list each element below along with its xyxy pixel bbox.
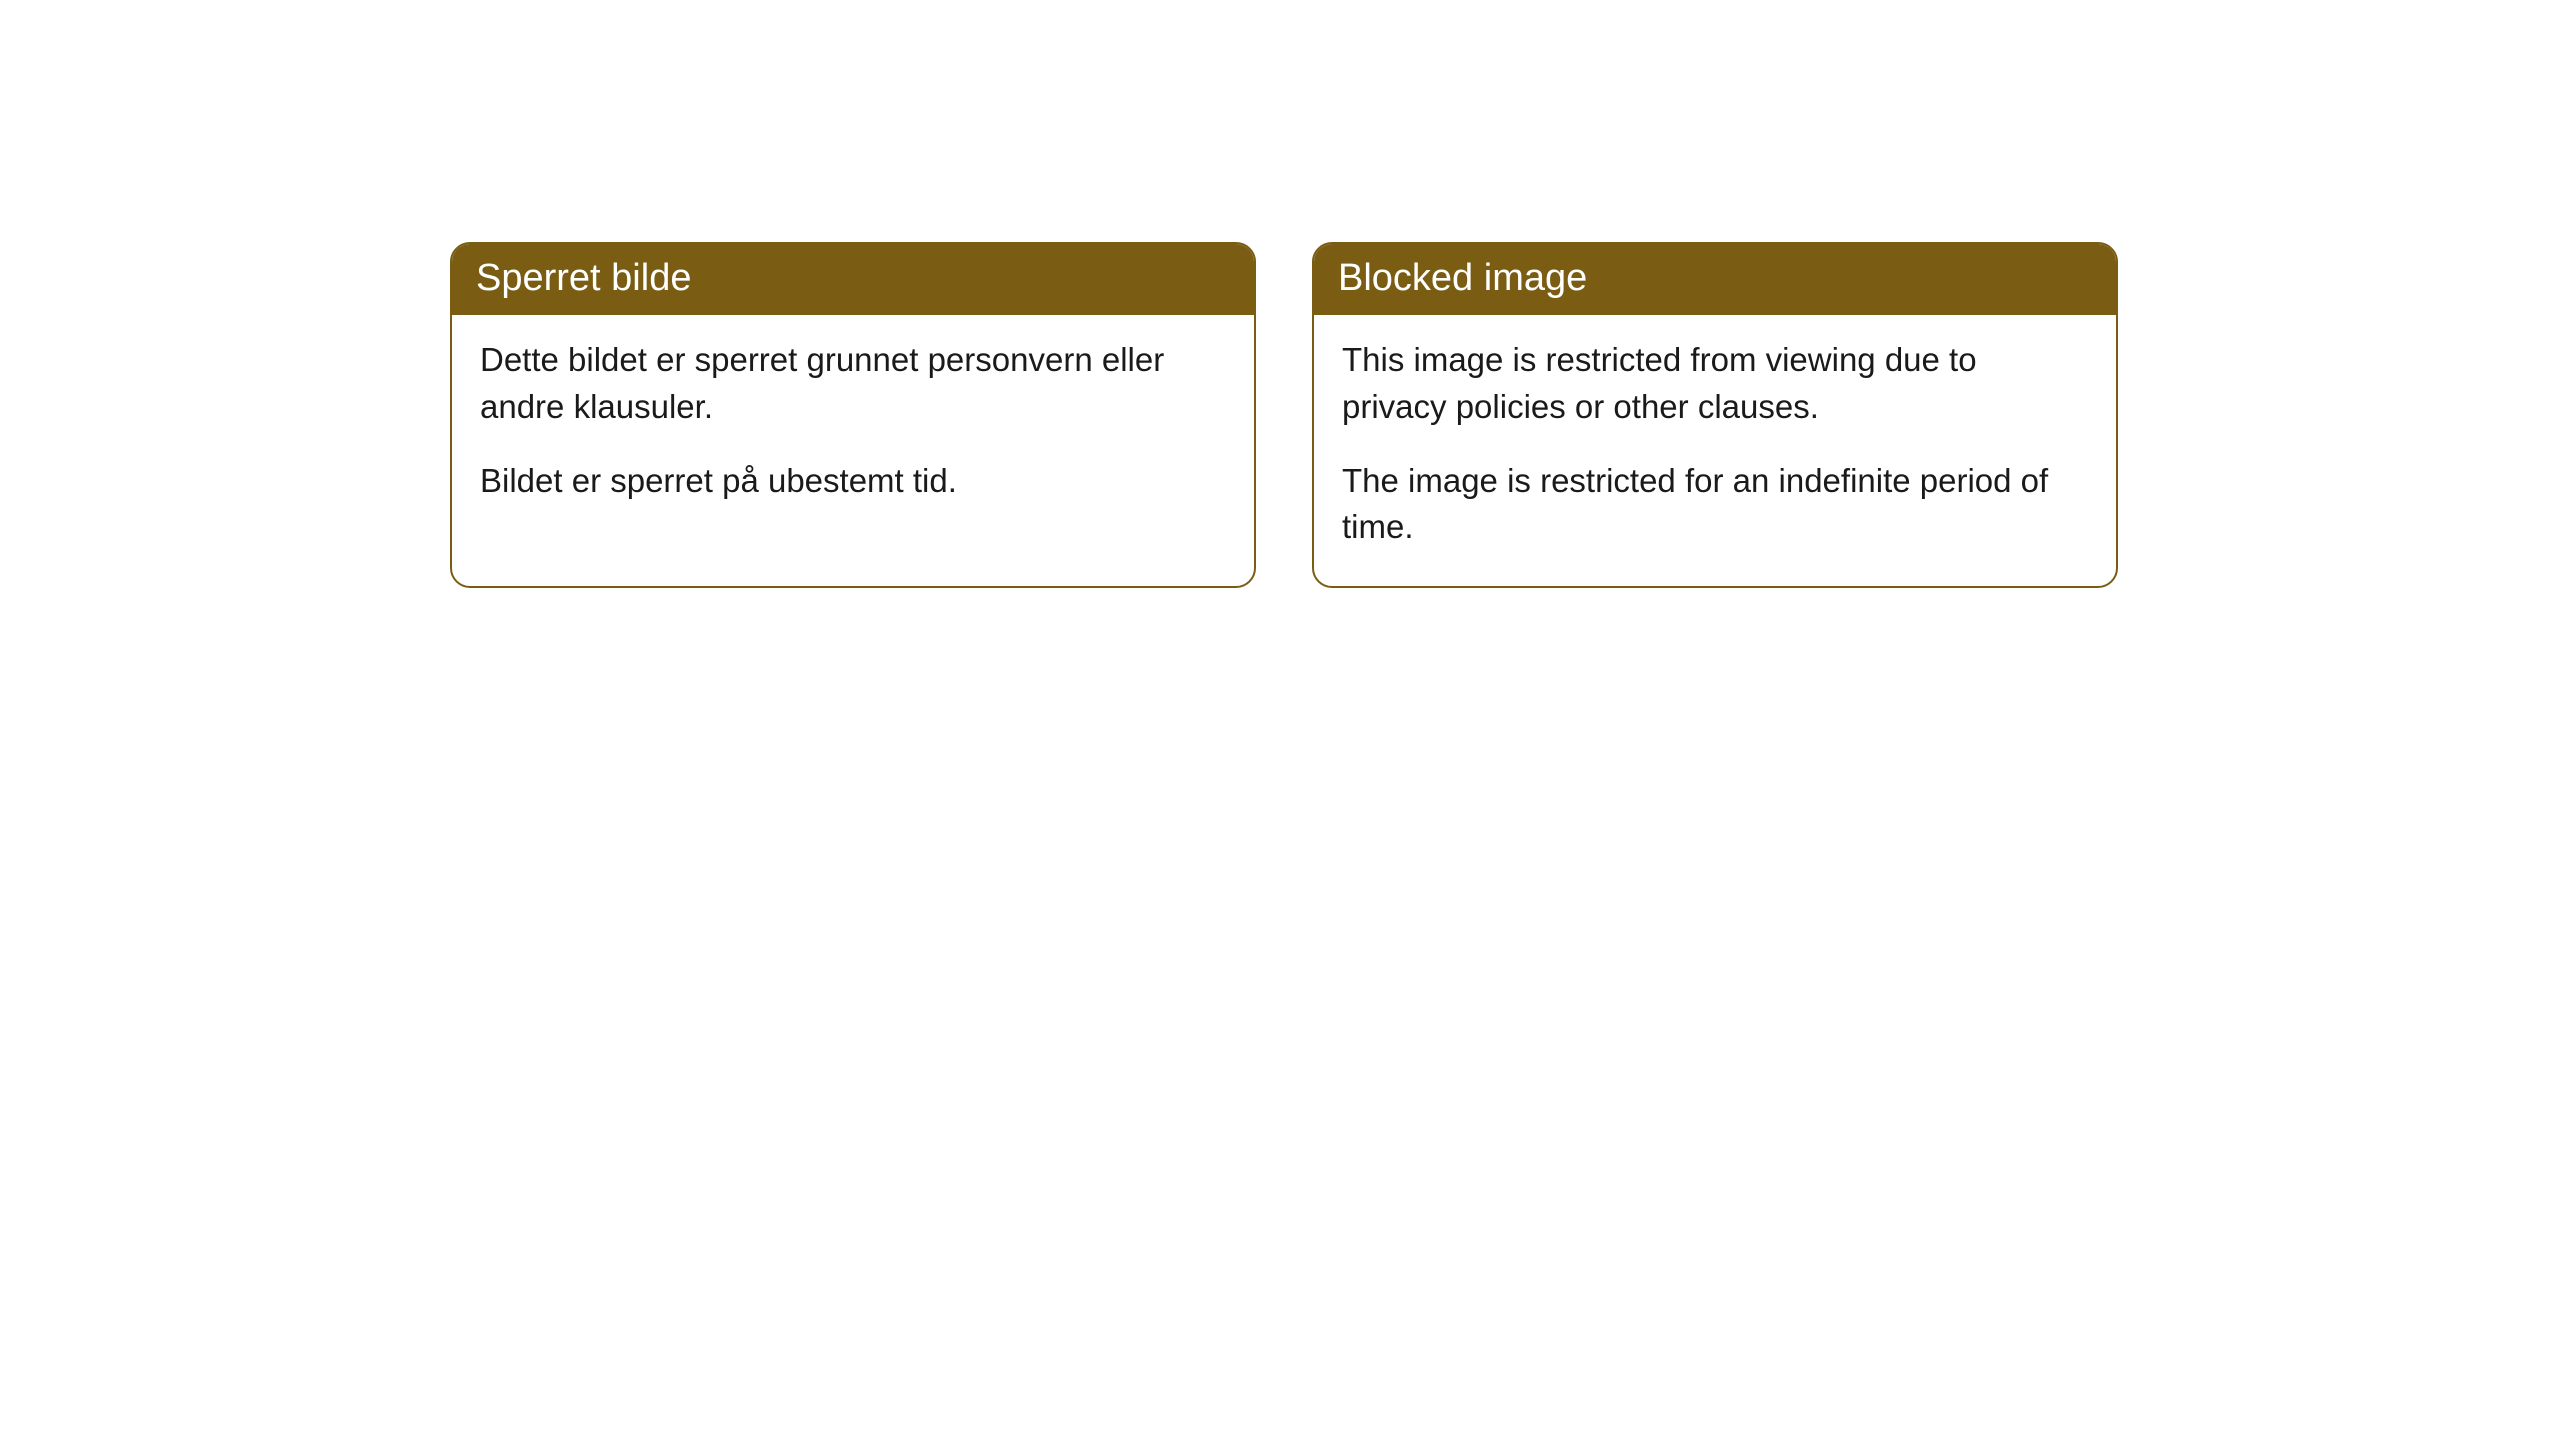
card-body: Dette bildet er sperret grunnet personve… xyxy=(452,315,1254,540)
card-paragraph: The image is restricted for an indefinit… xyxy=(1342,458,2088,550)
card-paragraph: Dette bildet er sperret grunnet personve… xyxy=(480,337,1226,429)
notice-card-norwegian: Sperret bilde Dette bildet er sperret gr… xyxy=(450,242,1256,588)
card-title: Blocked image xyxy=(1314,244,2116,315)
card-title: Sperret bilde xyxy=(452,244,1254,315)
card-paragraph: Bildet er sperret på ubestemt tid. xyxy=(480,458,1226,504)
notice-card-english: Blocked image This image is restricted f… xyxy=(1312,242,2118,588)
card-body: This image is restricted from viewing du… xyxy=(1314,315,2116,586)
notice-container: Sperret bilde Dette bildet er sperret gr… xyxy=(0,0,2560,588)
card-paragraph: This image is restricted from viewing du… xyxy=(1342,337,2088,429)
